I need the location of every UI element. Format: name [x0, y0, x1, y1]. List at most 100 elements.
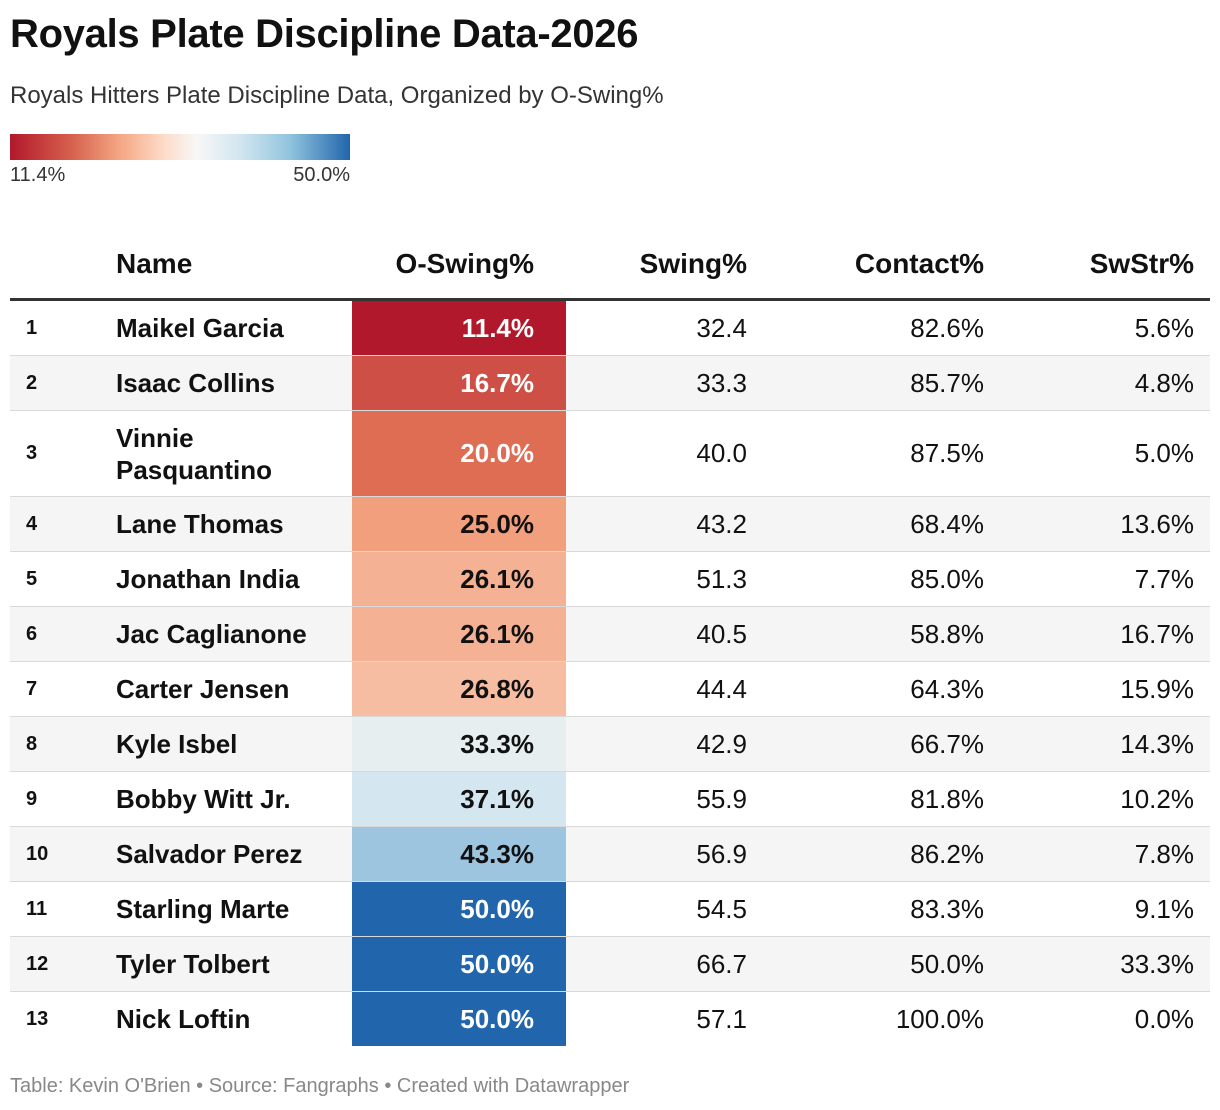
swing-cell: 56.9: [696, 838, 747, 869]
legend-min-label: 11.4%: [10, 164, 66, 186]
o-swing-cell: 50.0%: [352, 882, 566, 936]
swstr-cell: 7.8%: [1134, 838, 1194, 869]
swing-cell: 44.4: [696, 673, 747, 704]
contact-cell: 66.7%: [910, 728, 984, 759]
table-row: 1 Maikel Garcia 11.4% 32.4 82.6% 5.6%: [10, 301, 1210, 356]
swing-cell: 32.4: [696, 312, 747, 343]
o-swing-cell: 26.1%: [352, 552, 566, 606]
row-rank: 8: [26, 732, 38, 755]
swstr-cell: 14.3%: [1120, 728, 1194, 759]
contact-cell: 64.3%: [910, 673, 984, 704]
swstr-cell: 33.3%: [1120, 948, 1194, 979]
swstr-cell: 5.6%: [1134, 312, 1194, 343]
chart-footer: Table: Kevin O'Brien • Source: Fangraphs…: [10, 1075, 630, 1097]
row-rank: 11: [26, 897, 48, 920]
row-rank: 1: [26, 316, 38, 339]
swing-cell: 51.3: [696, 563, 747, 594]
o-swing-cell: 33.3%: [352, 717, 566, 771]
player-name: Nick Loftin: [116, 1004, 251, 1034]
contact-cell: 100.0%: [895, 1003, 984, 1034]
o-swing-cell: 26.8%: [352, 662, 566, 716]
o-swing-cell: 11.4%: [352, 301, 566, 355]
table-row: 13 Nick Loftin 50.0% 57.1 100.0% 0.0%: [10, 992, 1210, 1046]
swing-cell: 40.5: [696, 618, 747, 649]
contact-cell: 81.8%: [910, 783, 984, 814]
player-name: Isaac Collins: [116, 368, 275, 398]
swstr-cell: 10.2%: [1120, 783, 1194, 814]
data-table: Name O-Swing% Swing% Contact% SwStr% 1 Ma…: [10, 236, 1210, 1046]
table-row: 12 Tyler Tolbert 50.0% 66.7 50.0% 33.3%: [10, 937, 1210, 992]
player-name: Carter Jensen: [116, 674, 290, 704]
table-header: Name O-Swing% Swing% Contact% SwStr%: [10, 236, 1210, 301]
contact-cell: 86.2%: [910, 838, 984, 869]
o-swing-cell: 43.3%: [352, 827, 566, 881]
o-swing-cell: 20.0%: [352, 411, 566, 496]
column-header-contact[interactable]: Contact%: [854, 248, 984, 279]
row-rank: 7: [26, 677, 38, 700]
contact-cell: 68.4%: [910, 508, 984, 539]
swstr-cell: 13.6%: [1120, 508, 1194, 539]
swing-cell: 66.7: [696, 948, 747, 979]
color-legend-bar: [10, 134, 350, 160]
row-rank: 2: [26, 371, 38, 394]
contact-cell: 83.3%: [910, 893, 984, 924]
contact-cell: 85.7%: [910, 367, 984, 398]
table-row: 7 Carter Jensen 26.8% 44.4 64.3% 15.9%: [10, 662, 1210, 717]
player-name: Maikel Garcia: [116, 313, 284, 343]
player-name: Lane Thomas: [116, 509, 284, 539]
table-row: 11 Starling Marte 50.0% 54.5 83.3% 9.1%: [10, 882, 1210, 937]
row-rank: 3: [26, 442, 38, 464]
table-row: 6 Jac Caglianone 26.1% 40.5 58.8% 16.7%: [10, 607, 1210, 662]
row-rank: 5: [26, 567, 38, 590]
player-name: Vinnie Pasquantino: [116, 422, 273, 485]
table-row: 4 Lane Thomas 25.0% 43.2 68.4% 13.6%: [10, 497, 1210, 552]
o-swing-cell: 16.7%: [352, 356, 566, 410]
contact-cell: 50.0%: [910, 948, 984, 979]
player-name: Jac Caglianone: [116, 619, 307, 649]
column-header-swstr[interactable]: SwStr%: [1089, 248, 1194, 279]
swstr-cell: 7.7%: [1134, 563, 1194, 594]
player-name: Tyler Tolbert: [116, 949, 270, 979]
swstr-cell: 0.0%: [1134, 1003, 1194, 1034]
contact-cell: 87.5%: [910, 438, 984, 468]
column-header-o-swing[interactable]: O-Swing%: [395, 248, 534, 279]
o-swing-cell: 25.0%: [352, 497, 566, 551]
o-swing-cell: 50.0%: [352, 937, 566, 991]
chart-subtitle: Royals Hitters Plate Discipline Data, Or…: [10, 82, 664, 109]
row-rank: 13: [26, 1007, 49, 1030]
player-name: Bobby Witt Jr.: [116, 784, 291, 814]
table-row: 9 Bobby Witt Jr. 37.1% 55.9 81.8% 10.2%: [10, 772, 1210, 827]
swstr-cell: 15.9%: [1120, 673, 1194, 704]
table-row: 8 Kyle Isbel 33.3% 42.9 66.7% 14.3%: [10, 717, 1210, 772]
contact-cell: 85.0%: [910, 563, 984, 594]
player-name: Salvador Perez: [116, 839, 303, 869]
chart-title: Royals Plate Discipline Data-2026: [10, 12, 639, 56]
contact-cell: 82.6%: [910, 312, 984, 343]
swing-cell: 40.0: [696, 438, 747, 468]
column-header-swing[interactable]: Swing%: [639, 248, 747, 279]
swing-cell: 33.3: [696, 367, 747, 398]
swstr-cell: 5.0%: [1134, 438, 1194, 468]
row-rank: 10: [26, 842, 49, 865]
swing-cell: 57.1: [696, 1003, 747, 1034]
swing-cell: 55.9: [696, 783, 747, 814]
table-body: 1 Maikel Garcia 11.4% 32.4 82.6% 5.6% 2 Isaac C…: [10, 301, 1210, 1046]
table-row: 2 Isaac Collins 16.7% 33.3 85.7% 4.8%: [10, 356, 1210, 411]
player-name: Jonathan India: [116, 564, 300, 594]
table-row: 5 Jonathan India 26.1% 51.3 85.0% 7.7%: [10, 552, 1210, 607]
swstr-cell: 16.7%: [1120, 618, 1194, 649]
column-header-name[interactable]: Name: [116, 248, 193, 279]
row-rank: 4: [26, 512, 38, 535]
row-rank: 9: [26, 787, 38, 810]
swing-cell: 42.9: [696, 728, 747, 759]
table-row: 10 Salvador Perez 43.3% 56.9 86.2% 7.8%: [10, 827, 1210, 882]
swstr-cell: 9.1%: [1134, 893, 1194, 924]
swing-cell: 43.2: [696, 508, 747, 539]
table-row: 3 Vinnie Pasquantino 20.0% 40.0 87.5% 5.0%: [10, 411, 1210, 497]
swing-cell: 54.5: [696, 893, 747, 924]
o-swing-cell: 50.0%: [352, 992, 566, 1046]
player-name: Kyle Isbel: [116, 729, 238, 759]
row-rank: 12: [26, 952, 49, 975]
player-name: Starling Marte: [116, 894, 290, 924]
legend-max-label: 50.0%: [293, 164, 350, 186]
